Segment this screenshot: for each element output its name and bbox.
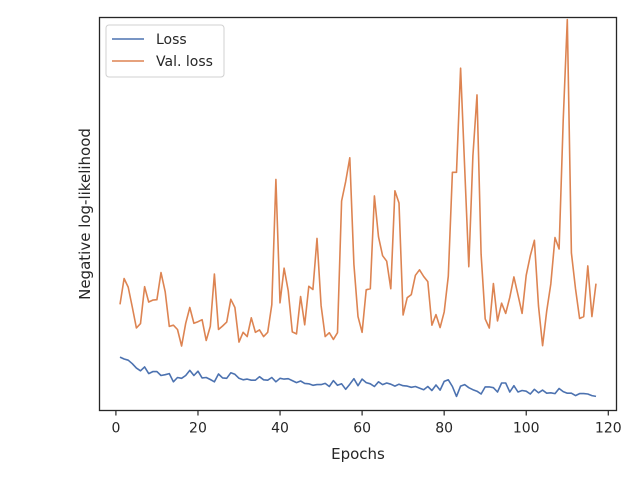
x-tick-label: 0 <box>111 421 120 437</box>
legend-label-val-loss: Val. loss <box>156 54 213 70</box>
y-axis-label: Negative log-likelihood <box>76 128 94 300</box>
legend-label-loss: Loss <box>156 32 187 48</box>
x-tick-label: 80 <box>435 421 453 437</box>
x-axis-ticks: 0 20 40 60 80 100 120 <box>111 410 622 437</box>
x-tick-label: 60 <box>353 421 371 437</box>
legend-box <box>105 24 225 78</box>
x-tick-label: 100 <box>513 421 540 437</box>
x-tick-label: 40 <box>271 421 289 437</box>
series-line-loss <box>119 356 597 398</box>
x-tick-label: 120 <box>595 421 622 437</box>
x-axis-label: Epochs <box>331 445 385 463</box>
plot-lines <box>119 18 597 398</box>
series-line-val-loss <box>119 18 597 347</box>
x-tick-label: 20 <box>189 421 207 437</box>
legend: Loss Val. loss <box>105 24 225 78</box>
plot-frame <box>98 16 618 412</box>
